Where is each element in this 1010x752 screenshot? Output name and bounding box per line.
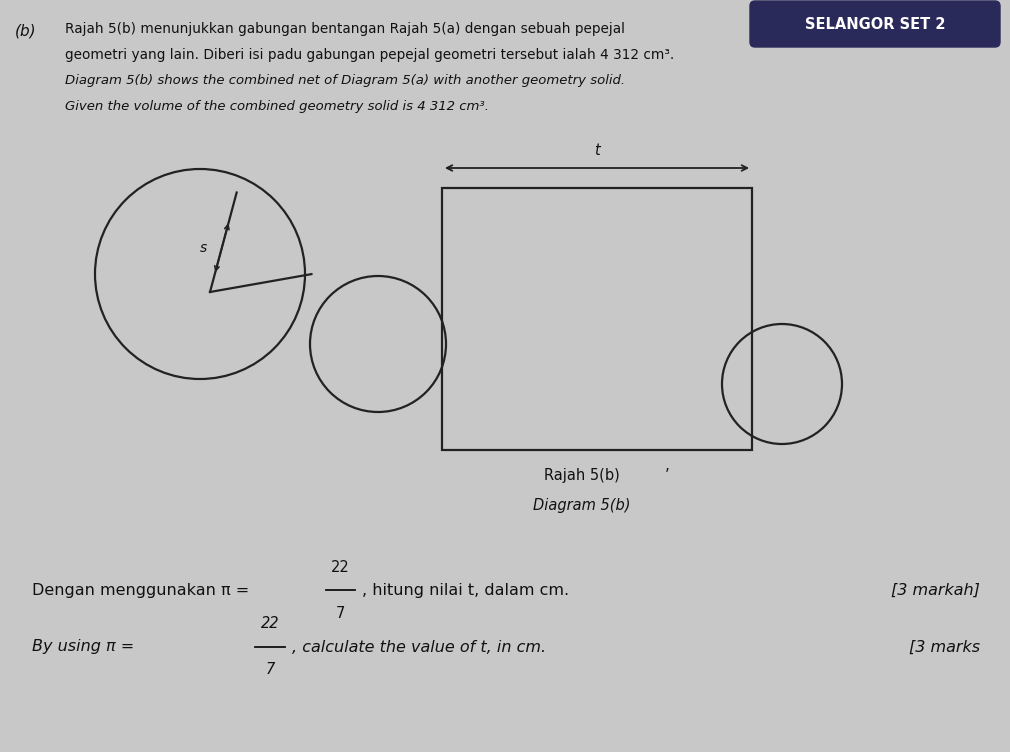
Text: t: t: [594, 143, 600, 158]
Text: s: s: [200, 241, 207, 255]
FancyBboxPatch shape: [750, 1, 1000, 47]
Text: Dengan menggunakan π =: Dengan menggunakan π =: [32, 583, 255, 598]
Text: 7: 7: [266, 663, 275, 678]
Text: By using π =: By using π =: [32, 639, 139, 654]
Text: Given the volume of the combined geometry solid is 4 312 cm³.: Given the volume of the combined geometr…: [65, 100, 489, 113]
Text: 22: 22: [330, 559, 349, 575]
Text: [3 marks: [3 marks: [909, 639, 980, 654]
Text: ’: ’: [665, 468, 670, 483]
Text: [3 markah]: [3 markah]: [891, 583, 980, 598]
Text: (b): (b): [15, 24, 36, 39]
Text: 22: 22: [261, 617, 279, 632]
Text: , calculate the value of t, in cm.: , calculate the value of t, in cm.: [292, 639, 546, 654]
Text: Rajah 5(b) menunjukkan gabungan bentangan Rajah 5(a) dengan sebuah pepejal: Rajah 5(b) menunjukkan gabungan bentanga…: [65, 22, 625, 36]
Text: 7: 7: [335, 605, 344, 620]
Text: Diagram 5(b): Diagram 5(b): [533, 498, 631, 513]
Bar: [442, 188, 752, 450]
Text: geometri yang lain. Diberi isi padu gabungan pepejal geometri tersebut ialah 4 3: geometri yang lain. Diberi isi padu gabu…: [65, 48, 675, 62]
Text: Rajah 5(b): Rajah 5(b): [544, 468, 620, 483]
Text: Diagram 5(b) shows the combined net of Diagram 5(a) with another geometry solid.: Diagram 5(b) shows the combined net of D…: [65, 74, 625, 87]
Text: , hitung nilai t, dalam cm.: , hitung nilai t, dalam cm.: [362, 583, 569, 598]
Text: SELANGOR SET 2: SELANGOR SET 2: [805, 17, 945, 32]
